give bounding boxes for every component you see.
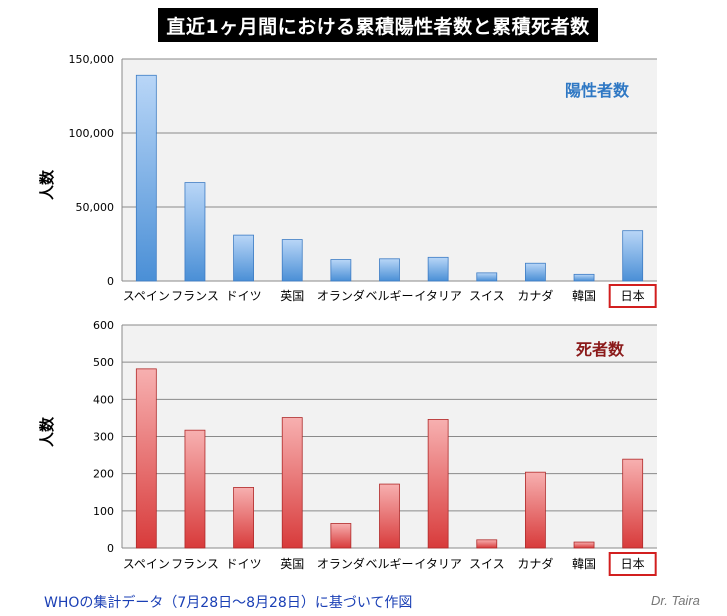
y-tick-label: 400: [93, 393, 114, 406]
category-label: オランダ: [317, 556, 365, 571]
category-label: ドイツ: [226, 289, 262, 303]
bar-スペイン: [135, 368, 157, 549]
y-tick-label: 500: [93, 356, 114, 369]
bar-日本: [622, 458, 644, 549]
bar-韓国: [573, 541, 595, 549]
y-axis-label: 人数: [38, 169, 56, 200]
series-title: 陽性者数: [565, 81, 630, 100]
bar-ドイツ: [233, 487, 254, 549]
y-tick-label: 100: [93, 505, 114, 518]
category-label: フランス: [171, 557, 219, 571]
y-tick-label: 0: [107, 542, 114, 555]
category-label: 日本: [621, 289, 645, 303]
bar-フランス: [184, 182, 206, 282]
bar-ベルギー: [379, 258, 400, 282]
category-label: スペイン: [123, 289, 170, 303]
highlight-box: [608, 284, 657, 308]
plot-area: [122, 59, 657, 281]
category-label: スイス: [469, 289, 505, 303]
bar-オランダ: [330, 259, 352, 282]
y-tick-label: 600: [93, 319, 114, 332]
category-label: カナダ: [517, 288, 553, 303]
category-label: 英国: [280, 557, 304, 571]
y-axis-label: 人数: [38, 416, 56, 447]
category-label: イタリア: [414, 557, 462, 571]
y-tick-label: 100,000: [69, 127, 115, 140]
category-label: ベルギー: [365, 289, 413, 303]
bar-イタリア: [427, 419, 449, 549]
bar-ドイツ: [233, 234, 254, 282]
category-label: 日本: [621, 557, 645, 571]
y-tick-label: 200: [93, 468, 114, 481]
category-label: 韓国: [572, 289, 596, 303]
bar-スペイン: [135, 74, 157, 282]
bar-スイス: [476, 272, 498, 282]
data-source-note: WHOの集計データ（7月28日〜8月28日）に基づいて作図: [44, 595, 413, 611]
highlight-box: [608, 552, 657, 576]
bar-スイス: [476, 539, 498, 549]
bar-英国: [281, 417, 303, 549]
bar-ベルギー: [379, 483, 400, 549]
y-tick-label: 50,000: [76, 201, 115, 214]
bar-日本: [622, 230, 644, 282]
bar-オランダ: [330, 523, 352, 549]
bar-イタリア: [427, 256, 449, 282]
page-title: 直近1ヶ月間における累積陽性者数と累積死者数: [158, 8, 598, 42]
bar-カナダ: [525, 262, 546, 282]
bar-カナダ: [525, 471, 546, 549]
y-tick-label: 300: [93, 431, 114, 444]
author-credit: Dr. Taira: [651, 593, 700, 608]
category-label: 英国: [280, 289, 304, 303]
bar-フランス: [184, 429, 206, 549]
category-label: 韓国: [572, 557, 596, 571]
bar-英国: [281, 239, 303, 282]
y-tick-label: 150,000: [69, 53, 115, 66]
category-label: カナダ: [517, 556, 553, 571]
y-tick-label: 0: [107, 275, 114, 288]
category-label: イタリア: [414, 289, 462, 303]
series-title: 死者数: [576, 340, 625, 359]
category-label: フランス: [171, 289, 219, 303]
bar-韓国: [573, 273, 595, 282]
category-label: オランダ: [317, 288, 365, 303]
category-label: ベルギー: [365, 557, 413, 571]
category-label: スペイン: [123, 557, 170, 571]
category-label: スイス: [469, 557, 505, 571]
category-label: ドイツ: [226, 557, 262, 571]
